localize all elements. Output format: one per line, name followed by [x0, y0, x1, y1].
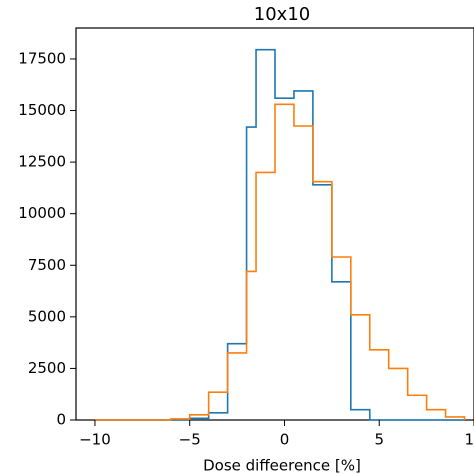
y-tick-label: 7500	[28, 256, 66, 274]
histogram-series-2	[95, 104, 465, 420]
y-tick-label: 17500	[18, 49, 66, 67]
y-tick-label: 5000	[28, 307, 66, 325]
x-tick-label: −5	[179, 431, 201, 449]
x-tick-label: 5	[374, 431, 384, 449]
x-axis-label: Dose diffeerence [%]	[203, 457, 361, 474]
y-tick-label: 12500	[18, 153, 66, 171]
x-tick-label: −10	[79, 431, 111, 449]
y-tick-label: 2500	[28, 359, 66, 377]
x-tick-label: 10	[464, 431, 474, 449]
y-axis: 0 2500 5000 7500 10000 12500 15000 17500	[18, 49, 76, 428]
y-tick-label: 15000	[18, 101, 66, 119]
histogram-series-1	[95, 50, 465, 420]
x-axis: −10 −5 0 5 10	[79, 420, 474, 449]
y-tick-label: 10000	[18, 204, 66, 222]
y-tick-label: 0	[56, 411, 66, 429]
plot-area	[76, 28, 474, 420]
x-tick-label: 0	[280, 431, 290, 449]
chart-title: 10x10	[254, 4, 310, 25]
series-layer	[95, 50, 465, 420]
